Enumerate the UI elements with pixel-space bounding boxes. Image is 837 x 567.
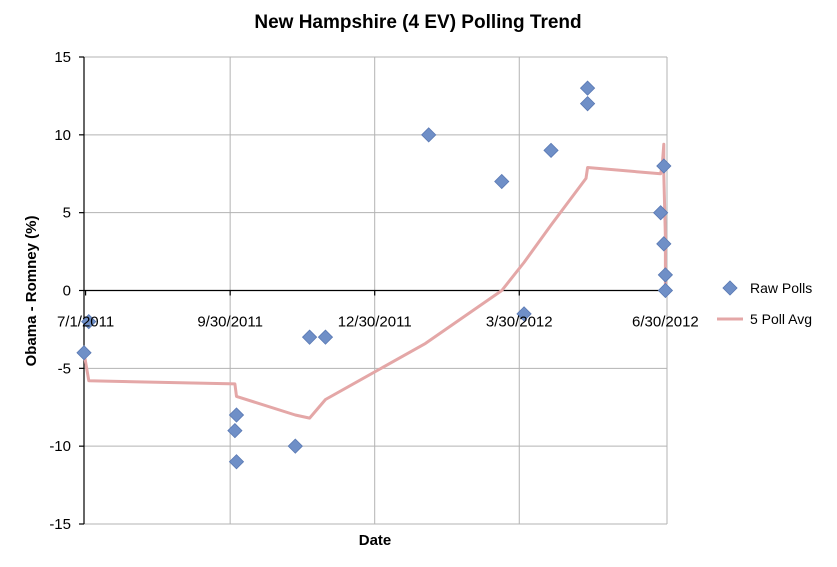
data-point-raw-poll	[543, 142, 559, 159]
y-tick-label: -15	[49, 516, 71, 533]
series-marker-group	[76, 80, 674, 470]
data-point-raw-poll	[653, 205, 669, 221]
y-tick-label: 15	[54, 49, 71, 66]
data-point-raw-poll	[317, 329, 334, 345]
legend-label-5-poll-avg: 5 Poll Avg	[750, 311, 812, 327]
data-point-raw-poll	[579, 80, 596, 96]
data-point-raw-poll	[657, 282, 674, 299]
x-tick-label: 12/30/2011	[338, 314, 412, 331]
data-point-raw-poll	[76, 345, 92, 361]
legend: Raw Polls 5 Poll Avg	[717, 280, 812, 327]
data-point-raw-poll	[301, 329, 318, 345]
data-point-raw-poll	[516, 306, 532, 322]
data-point-raw-poll	[656, 236, 672, 252]
data-point-raw-poll	[81, 313, 97, 330]
data-point-raw-poll	[228, 407, 245, 423]
x-tick-label: 7/1/2011	[57, 314, 114, 331]
data-point-raw-poll	[228, 454, 245, 470]
data-point-raw-poll	[421, 127, 437, 143]
legend-marker-raw-polls	[722, 280, 738, 296]
x-tick-label: 6/30/2012	[632, 314, 699, 331]
tick-labels: -15 -10 -5 0 5 10 15 7/1/2011 9/30/2011 12/30/201…	[49, 49, 698, 533]
x-axis-title: Date	[359, 532, 392, 549]
data-point-raw-poll	[579, 96, 596, 112]
series-line-group	[82, 142, 667, 420]
x-tick-label: 3/30/2012	[486, 314, 553, 331]
data-point-raw-poll	[227, 422, 243, 439]
series-line-5-poll-avg	[82, 142, 667, 420]
data-point-raw-poll	[287, 438, 303, 454]
x-tick-label: 9/30/2011	[197, 314, 263, 331]
y-tick-label: 5	[63, 205, 71, 222]
y-tick-label: -5	[58, 360, 71, 377]
axes	[79, 56, 667, 525]
legend-label-raw-polls: Raw Polls	[750, 280, 812, 296]
chart-title: New Hampshire (4 EV) Polling Trend	[254, 12, 581, 33]
y-axis-title: Obama - Romney (%)	[23, 216, 40, 367]
data-point-raw-poll	[656, 158, 672, 174]
y-tick-label: 0	[63, 283, 71, 300]
y-tick-label: 10	[54, 127, 71, 144]
data-point-raw-poll	[657, 267, 674, 283]
data-point-raw-poll	[494, 173, 510, 190]
y-tick-label: -10	[49, 438, 71, 455]
